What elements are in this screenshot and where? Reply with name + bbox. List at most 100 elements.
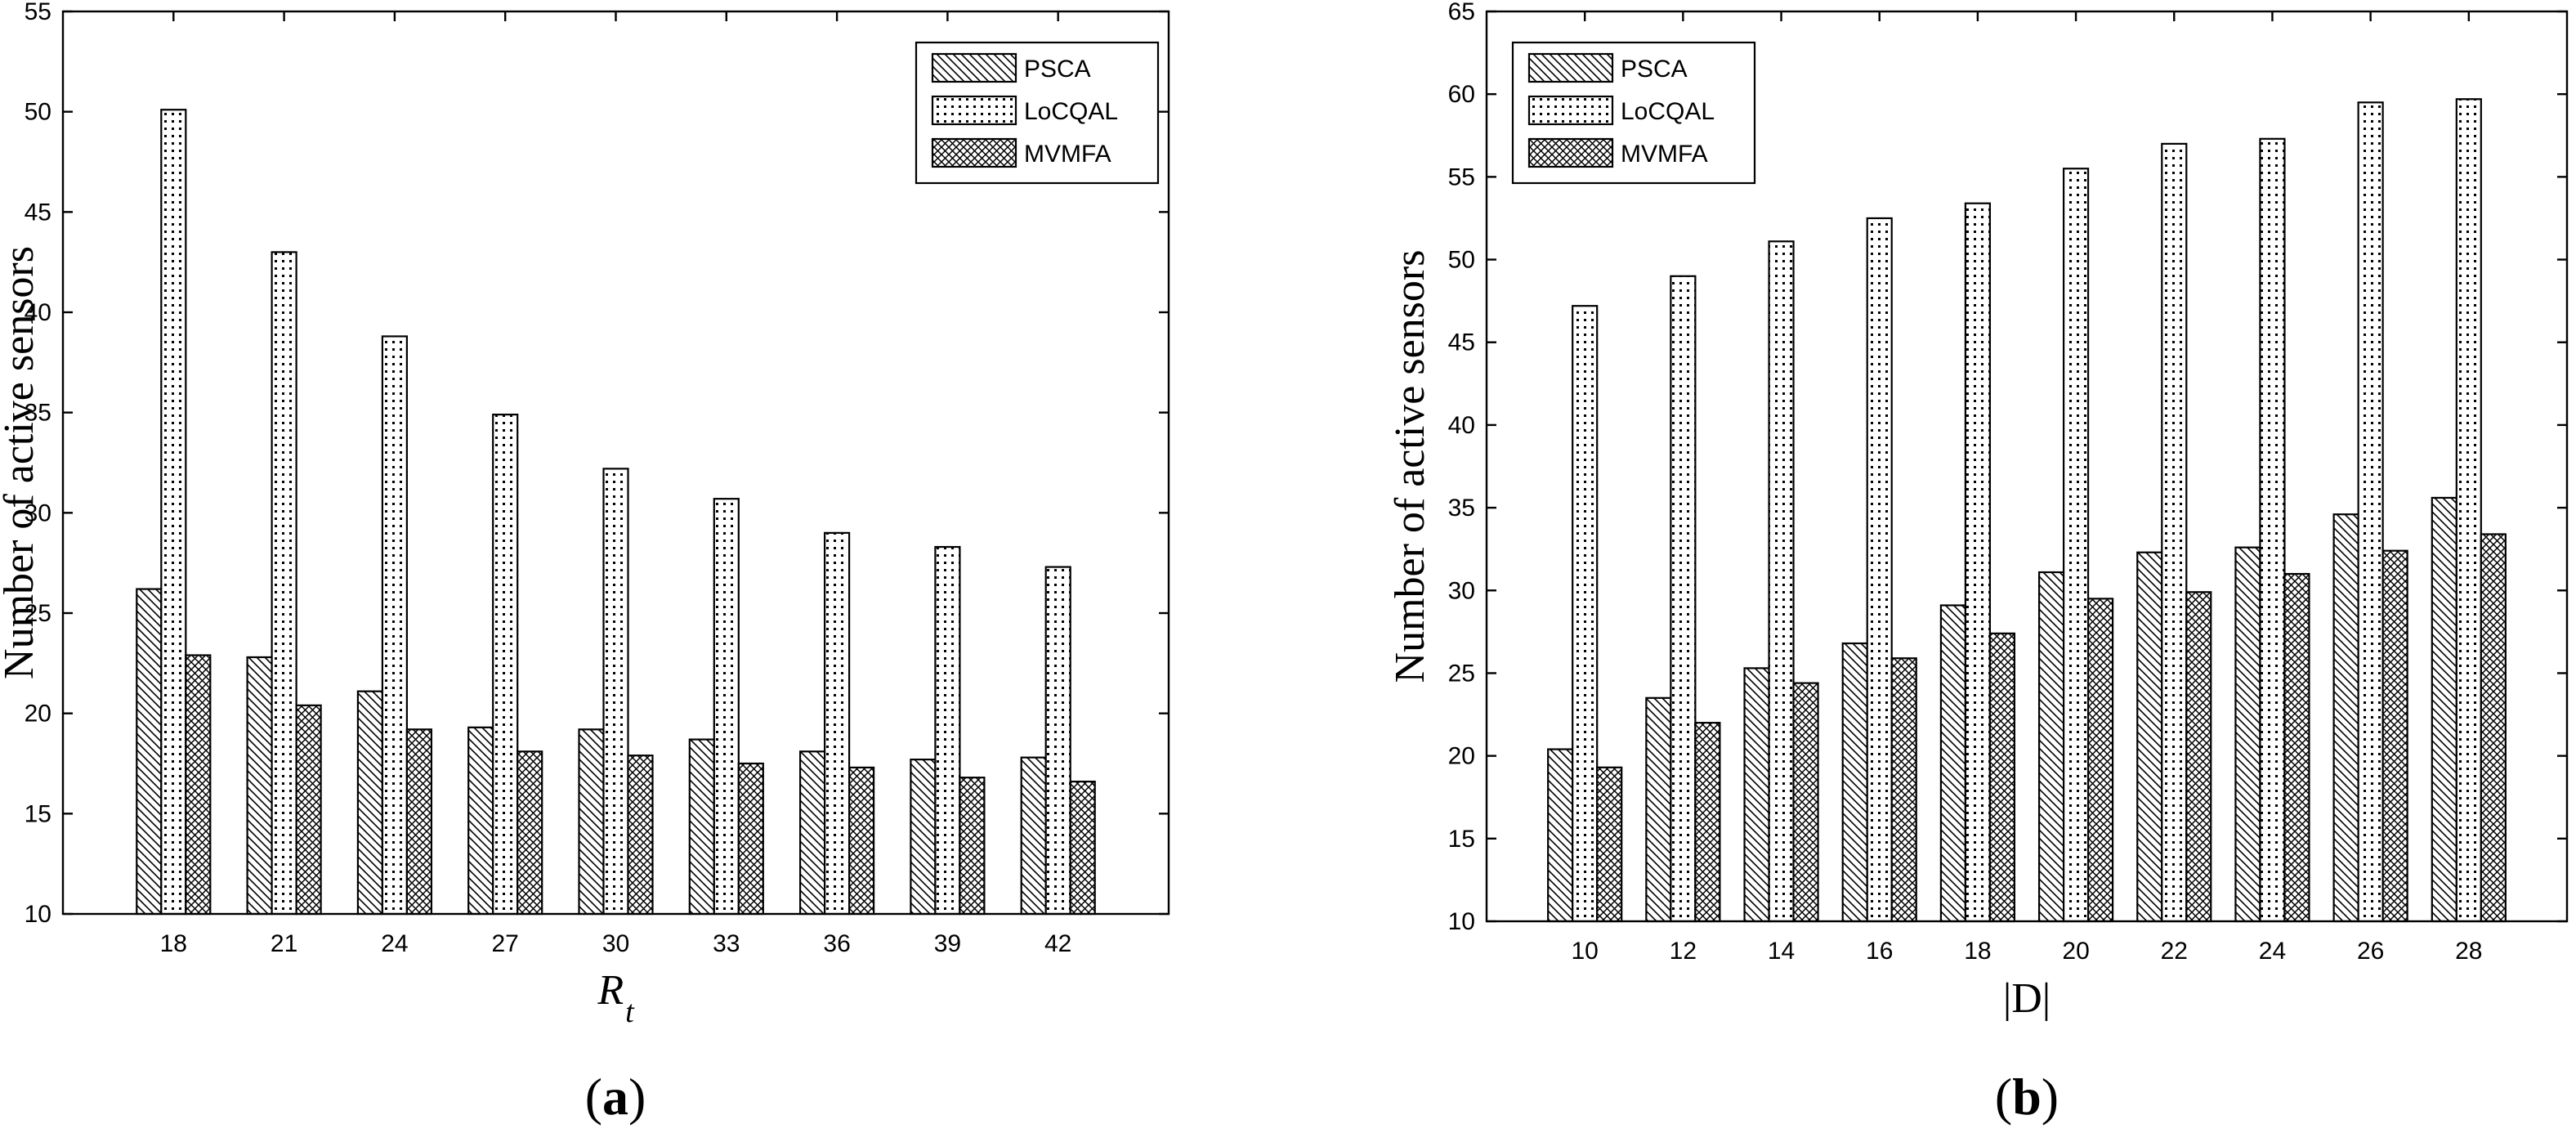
x-tick-label: 33 — [713, 930, 740, 957]
x-tick-label: 20 — [2062, 938, 2089, 965]
x-tick-label: 26 — [2357, 938, 2384, 965]
y-tick-label: 45 — [25, 199, 51, 226]
bar-mvmfa-36 — [847, 766, 875, 916]
x-tick-label: 12 — [1670, 938, 1697, 965]
y-tick-label: 10 — [25, 901, 51, 928]
x-tick-label: 18 — [160, 930, 187, 957]
bar-mvmfa-30 — [627, 755, 654, 916]
bar-psca-36 — [798, 750, 826, 916]
y-tick-label: 35 — [25, 400, 51, 427]
x-tick-label: 27 — [492, 930, 519, 957]
bar-locqal-20 — [2062, 168, 2090, 923]
bar-psca-18 — [136, 588, 163, 916]
x-tick-label: 42 — [1044, 930, 1071, 957]
bar-locqal-30 — [602, 468, 629, 916]
bar-psca-27 — [467, 726, 494, 916]
bar-mvmfa-42 — [1069, 780, 1096, 916]
bar-mvmfa-24 — [405, 728, 432, 916]
y-tick-label: 25 — [1448, 660, 1475, 687]
bar-locqal-22 — [2161, 142, 2188, 923]
bar-psca-20 — [2037, 571, 2065, 923]
bar-mvmfa-12 — [1694, 722, 1721, 923]
legend-label-psca: PSCA — [1621, 56, 1688, 83]
y-tick-label: 50 — [1448, 247, 1475, 274]
bar-locqal-21 — [271, 251, 297, 916]
bar-mvmfa-26 — [2381, 549, 2408, 923]
bar-mvmfa-39 — [959, 777, 986, 916]
bar-psca-14 — [1743, 667, 1770, 923]
bar-psca-24 — [2234, 546, 2261, 923]
x-tick-label: 18 — [1964, 938, 1991, 965]
bar-locqal-16 — [1866, 217, 1893, 923]
x-tick-label: 30 — [602, 930, 629, 957]
y-tick-label: 30 — [1448, 577, 1475, 604]
y-tick-label: 30 — [25, 499, 51, 526]
bar-locqal-10 — [1572, 305, 1599, 923]
x-tick-label: 24 — [2259, 938, 2286, 965]
bar-locqal-18 — [1964, 202, 1992, 923]
bar-locqal-12 — [1670, 275, 1697, 923]
bar-locqal-36 — [823, 531, 851, 916]
bar-mvmfa-21 — [295, 704, 322, 916]
bar-psca-10 — [1547, 748, 1574, 923]
y-tick-label: 65 — [1448, 0, 1475, 25]
bar-psca-39 — [910, 758, 937, 916]
x-tick-label: 14 — [1768, 938, 1795, 965]
bar-mvmfa-16 — [1890, 657, 1917, 923]
y-tick-label: 35 — [1448, 495, 1475, 522]
legend-swatch-psca — [1527, 52, 1614, 83]
x-tick-label: 28 — [2455, 938, 2482, 965]
x-tick-label: 10 — [1571, 938, 1598, 965]
y-tick-label: 40 — [1448, 412, 1475, 439]
bar-locqal-24 — [2259, 137, 2286, 923]
bar-locqal-33 — [713, 498, 740, 916]
axes-frame — [61, 10, 1170, 916]
x-tick-label: 36 — [823, 930, 850, 957]
x-tick-label: 24 — [381, 930, 408, 957]
bar-locqal-28 — [2455, 98, 2482, 923]
bar-psca-16 — [1841, 642, 1868, 923]
panel-caption: (a) — [585, 1068, 646, 1126]
bar-locqal-39 — [934, 545, 961, 916]
legend-label-psca: PSCA — [1024, 56, 1091, 83]
bar-mvmfa-10 — [1596, 766, 1623, 923]
bar-locqal-18 — [160, 109, 187, 916]
legend-label-locqal: LoCQAL — [1024, 98, 1118, 125]
y-tick-label: 60 — [1448, 81, 1475, 108]
y-tick-label: 25 — [25, 600, 51, 627]
bar-mvmfa-27 — [517, 750, 543, 916]
legend-label-locqal: LoCQAL — [1621, 98, 1715, 125]
legend-label-mvmfa: MVMFA — [1024, 141, 1111, 168]
legend-swatch-locqal — [1527, 95, 1614, 126]
axes-frame — [1485, 10, 2569, 923]
bar-psca-26 — [2332, 513, 2359, 923]
y-tick-label: 50 — [25, 99, 51, 126]
y-tick-label: 55 — [25, 0, 51, 25]
bar-mvmfa-20 — [2086, 598, 2114, 923]
bar-mvmfa-18 — [1988, 632, 2016, 923]
bar-locqal-42 — [1044, 566, 1071, 916]
y-tick-label: 20 — [1448, 743, 1475, 770]
bar-psca-42 — [1020, 756, 1047, 916]
bar-mvmfa-18 — [185, 654, 212, 916]
panel-b-chart: 10 15 20 25 30 35 40 45 50 55 60 65 10 12 14 16 18 20 22 24… — [1387, 0, 2569, 1126]
bar-mvmfa-14 — [1792, 682, 1819, 923]
bar-locqal-26 — [2357, 101, 2384, 923]
y-tick-label: 15 — [25, 800, 51, 827]
bar-mvmfa-28 — [2480, 533, 2507, 923]
x-axis-label: |D| — [2003, 975, 2051, 1022]
legend-swatch-locqal — [931, 95, 1017, 126]
bar-psca-22 — [2136, 551, 2163, 923]
bar-psca-28 — [2431, 496, 2457, 923]
bar-psca-18 — [1939, 604, 1967, 923]
bar-psca-12 — [1645, 696, 1672, 923]
bar-psca-24 — [356, 690, 383, 916]
bar-mvmfa-33 — [737, 762, 764, 916]
legend-swatch-mvmfa — [1527, 137, 1614, 168]
y-tick-label: 15 — [1448, 826, 1475, 853]
bar-mvmfa-24 — [2283, 572, 2310, 923]
bar-psca-21 — [246, 656, 273, 916]
x-tick-label: 21 — [271, 930, 297, 957]
y-tick-label: 40 — [25, 299, 51, 326]
